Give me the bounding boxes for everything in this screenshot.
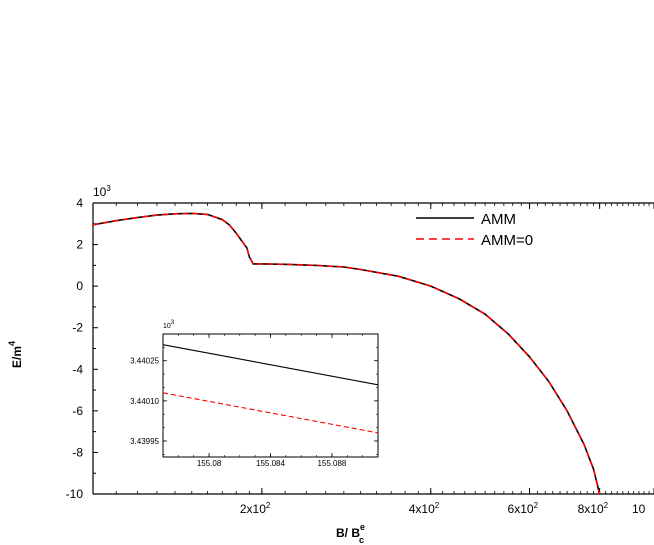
x-tick-label: 10: [632, 502, 646, 516]
legend: AMM AMM=0: [416, 211, 533, 249]
y-tick-label: -10: [66, 487, 84, 501]
x-axis-title: B/ Be c: [336, 522, 365, 545]
inset-y-tick-label: 3.43995: [130, 437, 159, 446]
y-axis-title: E/m4: [7, 341, 24, 368]
inset-frame: [162, 333, 379, 458]
inset-series-line-0: [162, 344, 379, 386]
y-tick-label: -6: [72, 404, 83, 418]
x-tick-label: 6x102: [508, 501, 539, 516]
legend-label-amm: AMM: [481, 211, 516, 228]
inset-y-tick-label: 3.44025: [130, 357, 159, 366]
inset-series: [162, 344, 379, 434]
x-minor-ticks: [115, 203, 650, 494]
y-tick-label: 2: [76, 238, 83, 252]
y-ticks: 4 2 0 -2 -4 -6 -8 -10: [66, 196, 98, 501]
inset-x-tick-label: 155.084: [256, 459, 285, 468]
series-layer: [92, 212, 601, 495]
series-line-amm0: [92, 212, 601, 495]
inset-chart: 103 155.08 155.084 155.088 3.440253.440103…: [130, 320, 379, 468]
y-tick-label: 4: [76, 196, 83, 210]
y-tick-label: 0: [76, 279, 83, 293]
x-tick-label: 4x102: [409, 501, 440, 516]
inset-x-ticks: 155.08 155.084 155.088: [178, 334, 363, 468]
inset-y-ticks: 3.44025 3.44010 3.43995: [130, 333, 378, 455]
legend-label-amm0: AMM=0: [481, 232, 533, 249]
inset-y-tick-label: 3.44010: [130, 397, 159, 406]
y-tick-label: -8: [72, 445, 83, 459]
y-multiplier: 103: [93, 184, 111, 199]
x-tick-label: 2x102: [240, 501, 271, 516]
inset-x-tick-label: 155.08: [197, 459, 222, 468]
y-tick-label: -4: [72, 362, 83, 376]
inset-x-tick-label: 155.088: [317, 459, 346, 468]
inset-series-line-1: [162, 392, 379, 434]
x-ticks: 2x102 4x102 6x102 8x102 10: [240, 203, 654, 516]
y-tick-label: -2: [72, 321, 83, 335]
inset-y-multiplier: 103: [163, 320, 175, 330]
x-tick-label: 8x102: [578, 501, 609, 516]
